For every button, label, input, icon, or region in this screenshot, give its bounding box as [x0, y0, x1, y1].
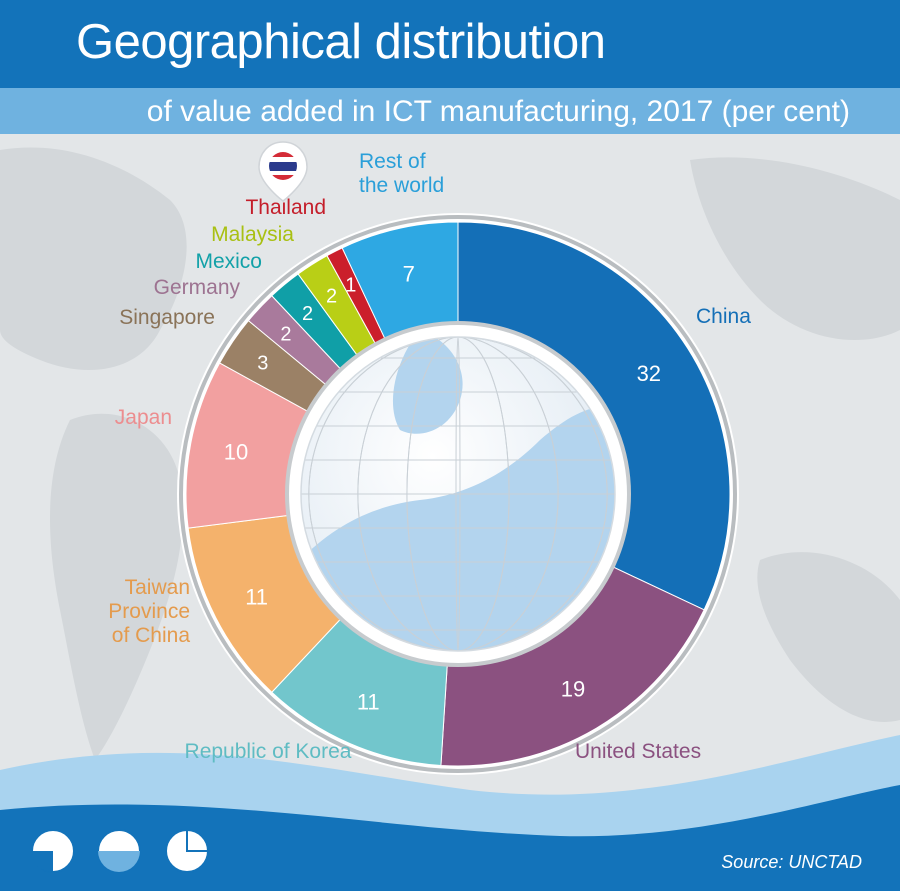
subtitle-band [0, 88, 900, 134]
pie-quarter-icon [31, 829, 75, 873]
name-label-germany: Germany [154, 276, 241, 299]
thailand-flag-pin-icon [258, 141, 308, 202]
name-label-thailand: Thailand [245, 196, 326, 219]
slice-name-labels: China United States Republic of Korea Taiwa… [108, 150, 751, 763]
value-label-mexico: 2 [302, 303, 313, 325]
value-label-republic-of-korea: 11 [357, 689, 380, 714]
name-label-taiwan-province-of-china: Taiwan Province of China [108, 576, 190, 647]
value-label-united-states: 19 [561, 677, 585, 702]
value-label-china: 32 [637, 361, 661, 386]
pie-half-icon [97, 829, 141, 873]
donut-slices [185, 221, 731, 767]
title-band [0, 0, 900, 88]
value-label-japan: 10 [224, 440, 248, 465]
globe-icon [300, 336, 616, 652]
name-label-malaysia: Malaysia [211, 223, 294, 246]
value-label-malaysia: 2 [326, 286, 337, 308]
name-label-rest-of-the-world: Rest of the world [359, 150, 444, 197]
value-label-germany: 2 [280, 323, 291, 345]
pie-three-quarter-icon [165, 828, 210, 873]
name-label-singapore: Singapore [119, 306, 215, 329]
name-label-china: China [696, 305, 751, 328]
name-label-republic-of-korea: Republic of Korea [185, 740, 352, 763]
bottom-wave-dark [0, 785, 900, 891]
name-label-japan: Japan [115, 406, 172, 429]
value-label-rest-of-the-world: 7 [403, 261, 415, 286]
name-label-united-states: United States [575, 740, 701, 763]
page-title: Geographical distribution [76, 15, 606, 69]
value-label-taiwan-province-of-china: 11 [245, 585, 268, 610]
name-label-mexico: Mexico [195, 250, 262, 273]
donut-outer-border [179, 215, 737, 773]
value-label-singapore: 3 [257, 352, 268, 374]
source-note: Source: UNCTAD [721, 852, 862, 872]
page-subtitle: of value added in ICT manufacturing, 201… [146, 95, 850, 128]
value-label-thailand: 1 [345, 275, 356, 297]
background-map [0, 147, 900, 760]
